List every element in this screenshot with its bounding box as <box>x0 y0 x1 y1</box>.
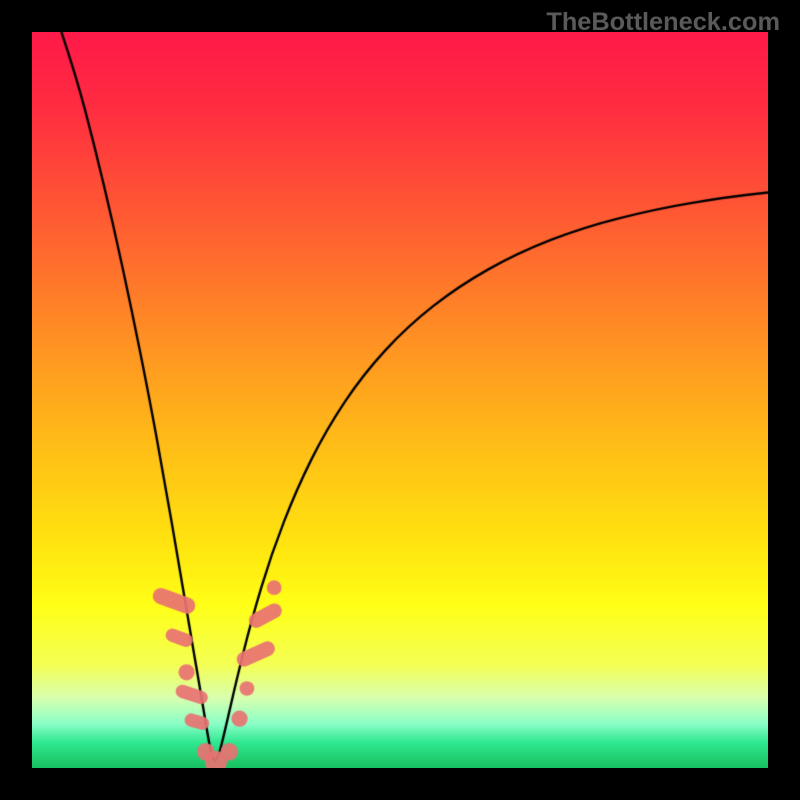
bottleneck-curve-layer <box>32 32 768 768</box>
watermark-text: TheBottleneck.com <box>546 8 780 37</box>
chart-stage: TheBottleneck.com <box>0 0 800 800</box>
